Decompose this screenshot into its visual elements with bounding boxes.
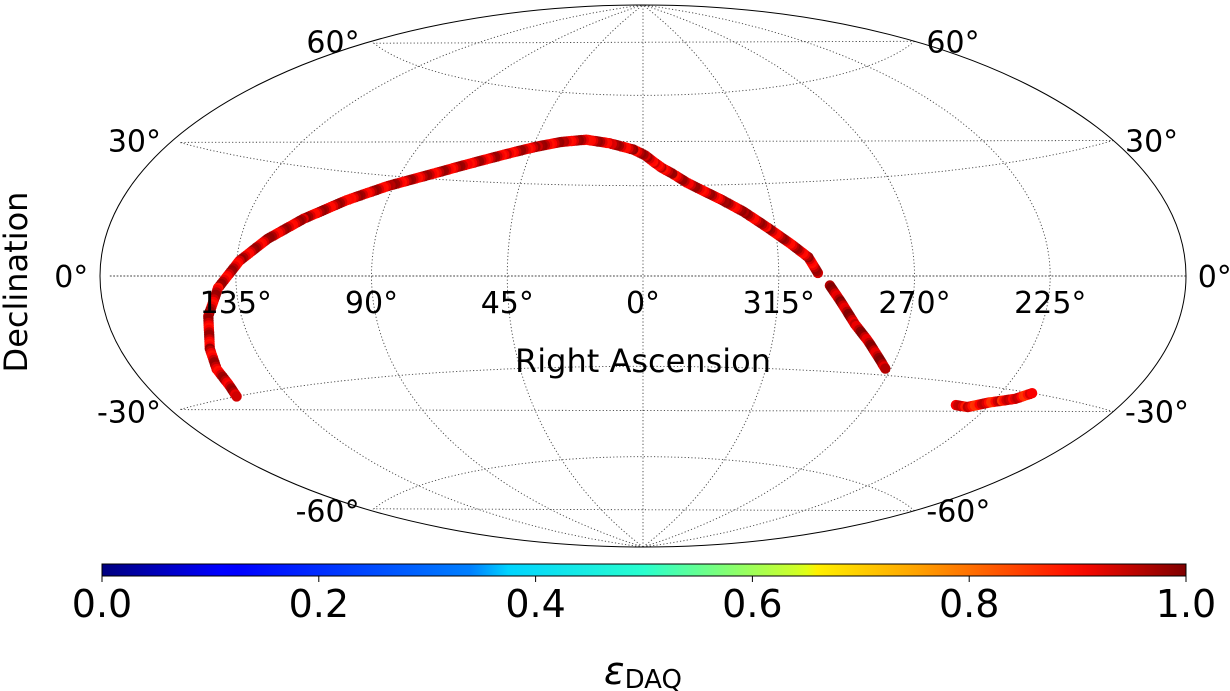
colorbar-tick-label: 1.0 [1156, 582, 1216, 626]
colorbar-gradient [101, 563, 1187, 577]
graticule-grid [109, 4, 1186, 548]
dec-gridline [372, 456, 915, 512]
dec-tick-label: -30° [97, 395, 161, 430]
data-point [1026, 388, 1038, 399]
ra-tick-label: 45° [481, 286, 534, 321]
ra-tick-label: 270° [878, 286, 950, 321]
dec-tick-label: 60° [926, 25, 979, 60]
ra-gridline [506, 4, 644, 548]
track-2 [824, 280, 891, 374]
colorbar: 0.0 0.2 0.4 0.6 0.8 1.0 εDAQ [72, 563, 1216, 691]
ra-gridline [642, 4, 915, 548]
colorbar-tick-label: 0.8 [939, 582, 999, 626]
track-1 [203, 134, 824, 402]
ra-gridline [642, 4, 780, 548]
ra-tick-label: 225° [1014, 286, 1086, 321]
data-point [880, 363, 891, 374]
colorbar-ticks: 0.0 0.2 0.4 0.6 0.8 1.0 [72, 576, 1216, 626]
dec-gridline [179, 140, 1114, 187]
colorbar-tick-label: 0.0 [72, 582, 132, 626]
ra-tick-label: 315° [743, 286, 815, 321]
colorbar-label-sub: DAQ [625, 665, 682, 691]
dec-tick-label: 30° [108, 125, 161, 160]
ra-tick-label: 90° [345, 286, 398, 321]
colorbar-label: εDAQ [604, 649, 682, 691]
dec-tick-label: -60° [926, 495, 990, 530]
data-tracks [203, 134, 1038, 413]
sky-boundary-ellipse [99, 4, 1187, 548]
dec-tick-label: 0° [54, 260, 88, 295]
x-axis-label: Right Ascension [515, 342, 771, 380]
ra-gridline [642, 4, 1051, 548]
dec-tick-label: -30° [1125, 395, 1189, 430]
dec-tick-label: 30° [1125, 125, 1178, 160]
y-axis-label: Declination [0, 192, 35, 373]
ra-tick-label: 0° [626, 286, 660, 321]
ra-tick-label: 135° [200, 286, 272, 321]
dec-tick-label: 60° [306, 25, 359, 60]
dec-gridline [372, 40, 915, 96]
track-3 [950, 388, 1038, 413]
dec-tick-label: 0° [1198, 260, 1230, 295]
colorbar-tick-label: 0.6 [722, 582, 782, 626]
ra-gridline [371, 4, 644, 548]
data-point [231, 391, 242, 402]
colorbar-tick-label: 0.4 [505, 582, 565, 626]
dec-tick-label: -60° [296, 495, 360, 530]
tick-labels: 135° 90° 45° 0° 315° 270° 225° 60° 60° 30° 30° 0° 0°… [54, 25, 1230, 529]
colorbar-label-main: ε [604, 649, 625, 691]
colorbar-tick-label: 0.2 [289, 582, 349, 626]
